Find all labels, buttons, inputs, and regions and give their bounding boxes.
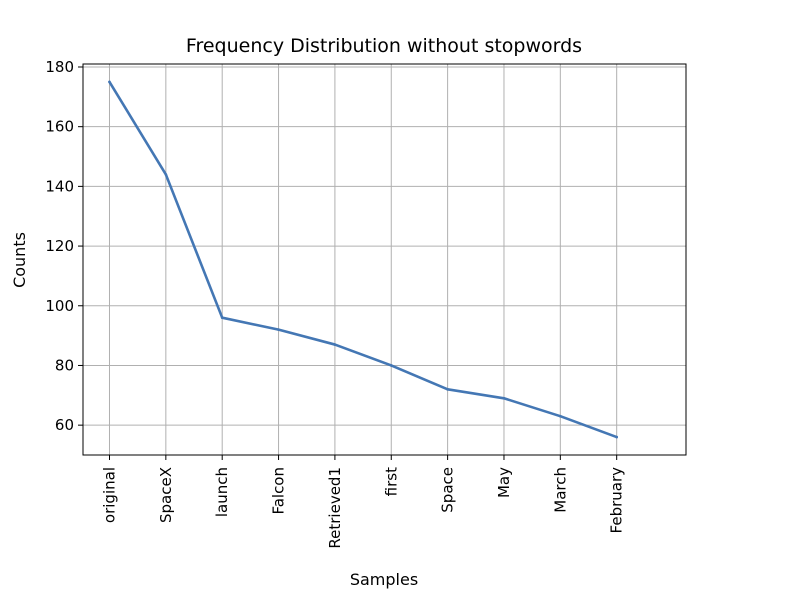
y-tick-label: 140 [45, 177, 74, 195]
x-tick-label: launch [213, 467, 231, 517]
x-axis-label: Samples [350, 570, 418, 589]
data-point [502, 396, 506, 400]
data-point [220, 316, 224, 320]
x-tick-label: Space [439, 467, 457, 513]
data-point [389, 364, 393, 367]
data-point [615, 435, 618, 439]
y-tick-label: 100 [45, 297, 74, 315]
y-axis-label: Counts [10, 232, 29, 288]
data-point [559, 414, 562, 418]
series-line [108, 80, 618, 439]
x-tick-label: Retrieved1 [326, 467, 344, 549]
data-point [446, 388, 449, 391]
data-point [333, 343, 337, 346]
data-point [277, 328, 280, 331]
chart-title: Frequency Distribution without stopwords [186, 35, 582, 57]
x-tick-label: SpaceX [157, 467, 175, 523]
x-tick-label: February [608, 467, 626, 534]
plot-frame [82, 63, 687, 456]
x-tick-label: original [100, 467, 118, 523]
y-tick-label: 180 [45, 58, 74, 76]
x-tick-label: March [551, 467, 569, 513]
series-layer [108, 80, 618, 439]
x-tick-label: first [382, 467, 400, 496]
y-tick-label: 80 [55, 356, 74, 374]
y-tick-label: 160 [45, 118, 74, 136]
x-tick-label: May [495, 467, 513, 498]
data-point [164, 173, 168, 176]
data-point [108, 80, 111, 84]
x-tick-label: Falcon [270, 467, 288, 515]
y-tick-label: 120 [45, 237, 74, 255]
y-tick-label: 60 [55, 416, 74, 434]
grid-layer [83, 64, 686, 455]
x-axis-ticks: original SpaceX launch Falcon Retrieved1 firs… [100, 455, 626, 549]
y-axis-ticks: 60 80 100 120 140 160 180 [45, 58, 83, 434]
